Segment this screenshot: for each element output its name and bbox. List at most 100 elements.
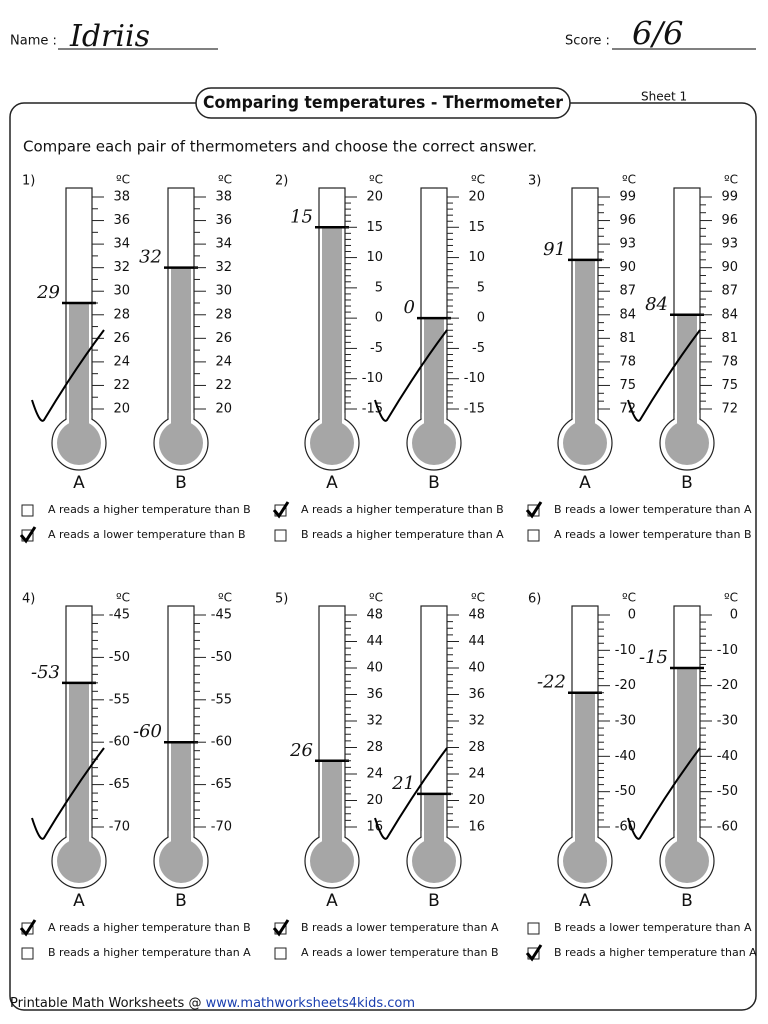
- option-text: A reads a higher temperature than B: [301, 503, 504, 516]
- tick-label: 32: [215, 260, 232, 275]
- checkbox: [527, 529, 540, 542]
- tick-label: -55: [211, 692, 232, 707]
- tick-label: 38: [113, 190, 130, 205]
- unit: ºC: [116, 173, 130, 187]
- tick-label: 5: [375, 280, 383, 295]
- tick-label: -45: [109, 608, 130, 623]
- tick-label: 28: [468, 740, 485, 755]
- handwritten-reading: 84: [645, 294, 668, 315]
- tick-label: 20: [468, 190, 485, 205]
- tick-label: -50: [211, 650, 232, 665]
- mercury: [322, 227, 342, 443]
- option-text: B reads a higher temperature than A: [48, 946, 251, 959]
- tick-label: -45: [211, 608, 232, 623]
- tick-label: 38: [215, 190, 232, 205]
- tick-label: 40: [366, 661, 383, 676]
- tick-label: 22: [215, 378, 232, 393]
- tick-label: 40: [468, 661, 485, 676]
- thermometer-label: A: [73, 473, 85, 493]
- tick-label: -50: [109, 650, 130, 665]
- check-mark: [19, 919, 37, 937]
- tick-label: 32: [468, 714, 485, 729]
- title: Comparing temperatures - Thermometer: [203, 93, 564, 113]
- tick-label: -5: [472, 341, 485, 356]
- tick-label: 36: [468, 687, 485, 702]
- tick-label: -10: [717, 643, 738, 658]
- tick-label: 44: [366, 634, 383, 649]
- option-text: B reads a higher temperature than A: [554, 946, 757, 959]
- tick-label: 36: [215, 213, 232, 228]
- tick-label: 90: [721, 260, 738, 275]
- tick-label: 81: [619, 331, 636, 346]
- problem-number: 1): [22, 174, 35, 189]
- footer-prefix: Printable Math Worksheets @: [10, 996, 206, 1011]
- tick-label: 87: [619, 284, 636, 299]
- handwritten-tick: [374, 747, 448, 840]
- tick-label: -70: [211, 820, 232, 835]
- mercury: [322, 760, 342, 861]
- option-text: B reads a lower temperature than A: [301, 921, 499, 934]
- thermometer-label: A: [73, 891, 85, 911]
- tick-label: -40: [717, 749, 738, 764]
- footer-link[interactable]: www.mathworksheets4kids.com: [206, 996, 415, 1011]
- tick-label: 99: [721, 190, 738, 205]
- option-text: A reads a lower temperature than B: [301, 946, 499, 959]
- thermometer-label: B: [175, 891, 187, 911]
- unit: ºC: [724, 591, 738, 605]
- handwritten-reading: 15: [290, 206, 313, 227]
- tick-label: -10: [615, 643, 636, 658]
- tick-label: 24: [215, 354, 232, 369]
- tick-label: 90: [619, 260, 636, 275]
- tick-label: 20: [215, 402, 232, 417]
- check-mark: [272, 919, 290, 937]
- handwritten-tick: [31, 747, 105, 840]
- handwritten-reading: -22: [537, 672, 566, 693]
- mercury: [424, 318, 444, 443]
- checkbox: [21, 947, 34, 960]
- tick-label: 32: [366, 714, 383, 729]
- tick-label: 84: [721, 307, 738, 322]
- handwritten-reading: 32: [139, 247, 162, 268]
- tick-label: 36: [113, 213, 130, 228]
- tick-label: 0: [375, 311, 383, 326]
- unit: ºC: [622, 173, 636, 187]
- tick-label: 0: [730, 608, 738, 623]
- name: Idriis: [69, 19, 150, 54]
- checkbox: [274, 529, 287, 542]
- tick-label: 10: [468, 250, 485, 265]
- tick-label: 93: [721, 237, 738, 252]
- problem-number: 3): [528, 174, 541, 189]
- tick-label: 28: [366, 740, 383, 755]
- tick-label: -5: [370, 341, 383, 356]
- tick-label: 75: [619, 378, 636, 393]
- tick-label: 96: [619, 213, 636, 228]
- mercury: [171, 267, 191, 443]
- handwritten-reading: -53: [31, 662, 60, 683]
- tick-label: 16: [468, 820, 485, 835]
- problem-number: 2): [275, 174, 288, 189]
- thermometer-label: B: [428, 473, 440, 493]
- tick-label: 5: [477, 280, 485, 295]
- tick-label: 78: [721, 354, 738, 369]
- tick-label: 24: [366, 767, 383, 782]
- name-label: Name :: [10, 34, 57, 49]
- tick-label: 20: [113, 402, 130, 417]
- tick-label: 26: [113, 331, 130, 346]
- tick-label: -15: [464, 402, 485, 417]
- unit: ºC: [471, 173, 485, 187]
- check-mark: [525, 944, 543, 962]
- mercury: [424, 793, 444, 861]
- tick-label: -70: [109, 820, 130, 835]
- mercury: [575, 692, 595, 861]
- tick-label: 75: [721, 378, 738, 393]
- problem-number: 6): [528, 592, 541, 607]
- option-text: B reads a lower temperature than A: [554, 921, 752, 934]
- tick-label: -10: [464, 371, 485, 386]
- tick-label: 78: [619, 354, 636, 369]
- tick-label: -20: [615, 678, 636, 693]
- tick-label: -30: [615, 714, 636, 729]
- tick-label: 32: [113, 260, 130, 275]
- handwritten-reading: 91: [543, 239, 566, 260]
- tick-label: 96: [721, 213, 738, 228]
